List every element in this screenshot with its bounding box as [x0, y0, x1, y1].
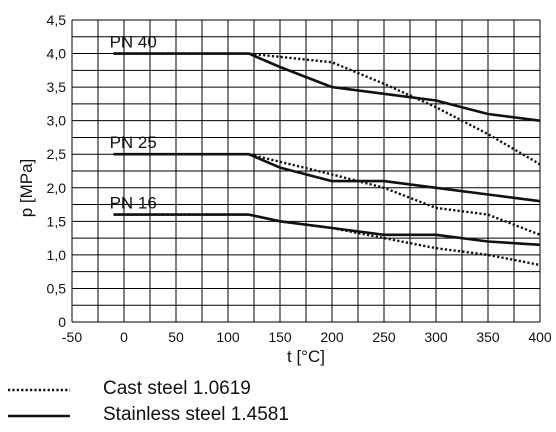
x-tick-label: 250 — [372, 329, 396, 345]
x-tick-label: 300 — [424, 329, 448, 345]
solid-line-swatch — [8, 414, 70, 418]
y-tick-label: 4,0 — [47, 46, 67, 62]
x-tick-label: 150 — [268, 329, 292, 345]
y-tick-label: 3,0 — [47, 113, 67, 129]
curve-labels: PN 40 PN 25 PN 16 — [110, 33, 157, 213]
y-tick-label: 3,5 — [47, 79, 67, 95]
legend-label-stainless-steel: Stainless steel 1.4581 — [103, 404, 289, 425]
curve-label-pn25: PN 25 — [110, 133, 157, 152]
y-axis-label: p [MPa] — [17, 159, 36, 218]
y-tick-label: 0 — [58, 314, 66, 330]
legend-label-cast-steel: Cast steel 1.0619 — [103, 378, 251, 399]
x-tick-label: -50 — [62, 329, 82, 345]
series-line-pn16-stainless-steel — [113, 213, 541, 247]
y-tick-label: 1,0 — [47, 247, 67, 263]
legend-item-cast-steel: Cast steel 1.0619 — [8, 378, 428, 404]
pressure-temperature-chart: -50 0 50 100 150 200 250 300 350 40000,51,01,52,0… — [17, 12, 552, 366]
y-tick-label: 0,5 — [47, 280, 67, 296]
x-axis-label: t [°C] — [287, 347, 325, 366]
x-tick-label: 200 — [320, 329, 344, 345]
x-tick-label: 400 — [528, 329, 552, 345]
dotted-line-swatch — [8, 388, 70, 392]
x-tick-label: 350 — [476, 329, 500, 345]
series-line-pn25-stainless-steel — [113, 152, 541, 203]
curve-label-pn16: PN 16 — [110, 194, 157, 213]
series-line-pn25-cast-steel — [113, 152, 541, 236]
tick-labels: -50 0 50 100 150 200 250 300 350 40000,51,01,52,0… — [47, 12, 552, 345]
curve-label-pn40: PN 40 — [110, 33, 157, 52]
series-line-pn40-stainless-steel — [113, 52, 541, 122]
y-tick-label: 2,5 — [47, 146, 67, 162]
x-tick-label: 50 — [168, 329, 184, 345]
y-tick-label: 2,0 — [47, 180, 67, 196]
y-tick-label: 1,5 — [47, 213, 67, 229]
grid — [71, 19, 541, 323]
series-group — [113, 52, 541, 267]
x-tick-label: 100 — [216, 329, 240, 345]
legend-item-stainless-steel: Stainless steel 1.4581 — [8, 404, 428, 430]
y-tick-label: 4,5 — [47, 12, 67, 28]
x-tick-label: 0 — [120, 329, 128, 345]
